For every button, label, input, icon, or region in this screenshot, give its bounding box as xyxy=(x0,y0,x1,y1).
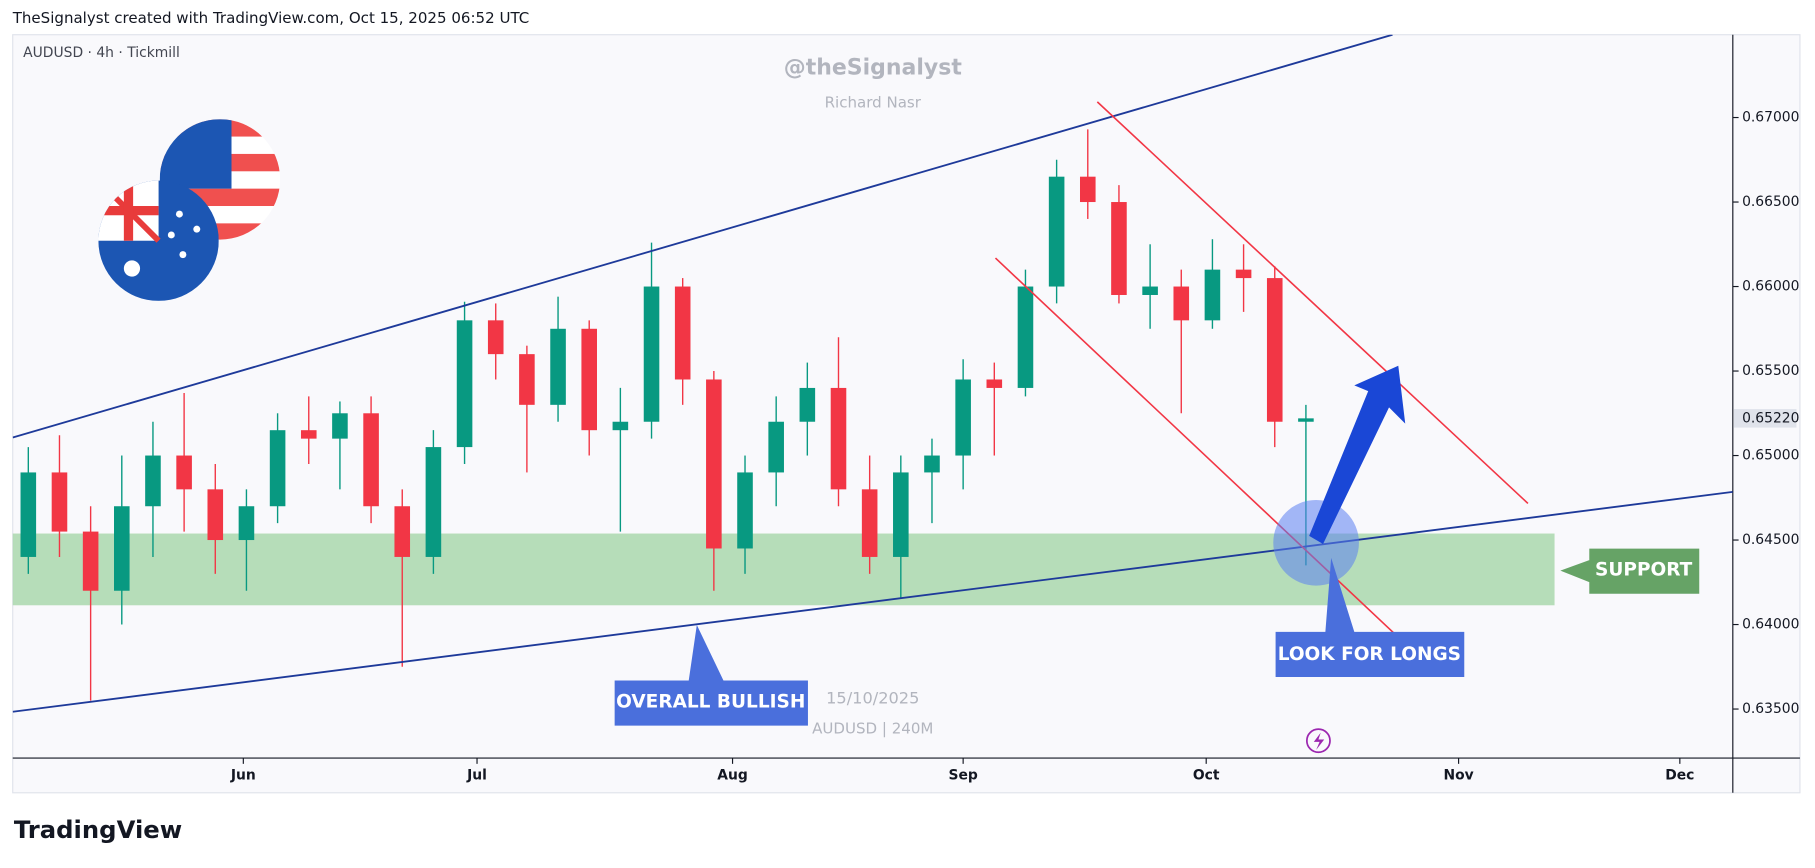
footer-logo: TradingView xyxy=(14,815,182,844)
candle-body xyxy=(893,472,909,557)
candle-body xyxy=(612,421,629,431)
candle-body xyxy=(581,328,598,431)
highlight-circle xyxy=(1273,499,1359,586)
candle-body xyxy=(145,455,161,507)
y-tick-label: 0.66500 xyxy=(1742,194,1799,210)
callout-bullish xyxy=(614,624,808,726)
candle-body xyxy=(924,455,940,473)
candle-body xyxy=(176,455,192,490)
candle-body xyxy=(737,472,753,549)
stamp-date: 15/10/2025 xyxy=(826,689,919,708)
candle-body xyxy=(363,413,379,507)
candle-body xyxy=(269,430,286,507)
y-tick-label: 0.66000 xyxy=(1742,279,1799,295)
x-tick-label: Oct xyxy=(1193,767,1220,783)
callout-support xyxy=(1560,548,1700,594)
y-tick-label: 0.64000 xyxy=(1742,617,1799,633)
candle-body xyxy=(550,328,566,405)
last-price-box xyxy=(1733,409,1797,428)
candle-body xyxy=(706,379,722,549)
header: TheSignalyst created with TradingView.co… xyxy=(12,9,530,27)
watermark: @theSignalyst xyxy=(784,55,962,80)
drawings xyxy=(12,34,1733,713)
last-price-label: 0.65220 xyxy=(1742,410,1799,426)
candle-body xyxy=(114,506,130,591)
candle-body xyxy=(519,354,535,405)
candle-body xyxy=(830,387,847,490)
x-tick-label: Jul xyxy=(466,767,487,783)
candle-body xyxy=(768,421,784,473)
callout-longs xyxy=(1275,557,1465,678)
candle-body xyxy=(1266,278,1283,422)
candle-body xyxy=(238,506,255,541)
event-icon-bolt xyxy=(1313,732,1325,750)
candle-body xyxy=(1235,269,1252,279)
candle-body xyxy=(394,506,411,557)
candle-body xyxy=(51,472,68,532)
stamp-symbol: AUDUSD | 240M xyxy=(812,720,933,738)
y-tick-label: 0.63500 xyxy=(1742,701,1799,717)
chart-frame xyxy=(12,34,1801,794)
candle-body xyxy=(332,413,348,439)
upper-trendline xyxy=(12,34,1393,439)
annotation: OVERALL BULLISH xyxy=(616,692,805,713)
candles xyxy=(20,129,1314,701)
candle-body xyxy=(674,286,691,380)
y-tick-label: 0.67000 xyxy=(1742,110,1799,126)
candle-body xyxy=(82,531,99,591)
y-tick-label: 0.65500 xyxy=(1742,363,1799,379)
y-tick-label: 0.65000 xyxy=(1742,448,1799,464)
candle-body xyxy=(456,320,473,448)
grid xyxy=(242,116,1739,764)
y-tick-label: 0.64500 xyxy=(1742,532,1799,548)
x-tick-label: Jun xyxy=(230,767,256,783)
up-arrow xyxy=(1309,365,1406,544)
au-flag xyxy=(98,180,219,301)
channel-lower xyxy=(994,257,1411,649)
candle-body xyxy=(955,379,971,456)
channel-upper xyxy=(1096,101,1529,505)
candle-body xyxy=(986,379,1003,388)
annotation: LOOK FOR LONGS xyxy=(1278,644,1461,665)
candle-body xyxy=(643,286,660,422)
candle-body xyxy=(425,447,442,557)
candle-body xyxy=(20,472,37,557)
candle-body xyxy=(1142,286,1158,295)
watermark-subtitle: Richard Nasr xyxy=(825,94,922,112)
candle-body xyxy=(1204,269,1221,321)
candle-body xyxy=(1173,286,1190,321)
event-icon[interactable] xyxy=(1305,728,1331,754)
x-tick-label: Dec xyxy=(1665,767,1694,783)
candle-body xyxy=(1298,418,1314,422)
candle-body xyxy=(1111,202,1127,295)
x-tick-label: Aug xyxy=(717,767,748,783)
candle-body xyxy=(1048,176,1065,287)
symbol-info: AUDUSD · 4h · Tickmill xyxy=(23,45,180,61)
x-tick-label: Sep xyxy=(948,767,977,783)
annotation: SUPPORT xyxy=(1595,560,1693,581)
candle-body xyxy=(300,430,317,439)
candle-body xyxy=(487,320,504,355)
candle-body xyxy=(1017,286,1034,388)
lower-trendline xyxy=(12,490,1733,713)
candle-body xyxy=(861,489,878,557)
candle-body xyxy=(207,489,224,541)
x-tick-label: Nov xyxy=(1443,767,1473,783)
candle-body xyxy=(799,387,816,422)
candle-body xyxy=(1079,176,1096,203)
